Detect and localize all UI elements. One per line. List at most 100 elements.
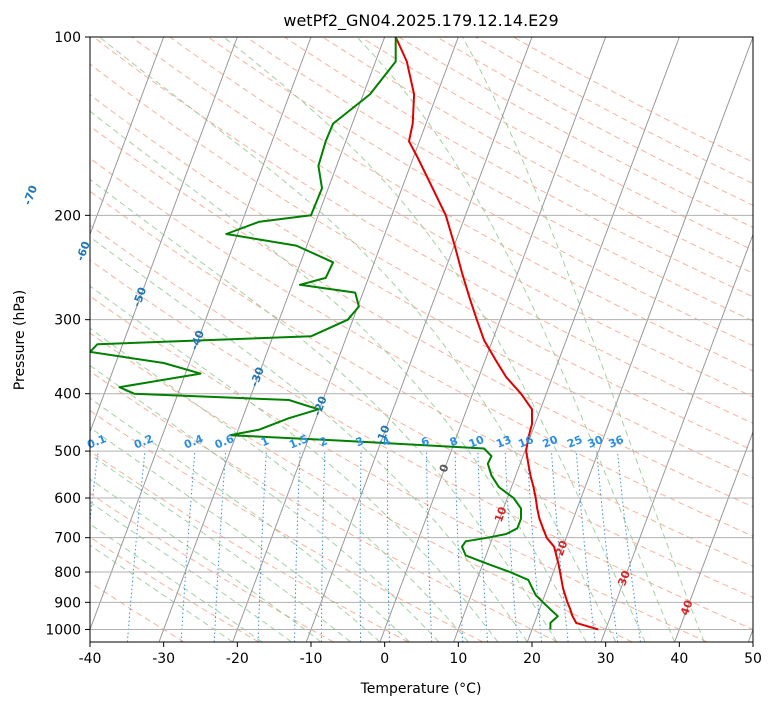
mixing-ratio-label: 2 xyxy=(318,434,330,449)
mixing-ratio-label: 10 xyxy=(467,433,486,451)
dry-adiabat xyxy=(398,37,753,229)
mixing-ratio-label: 25 xyxy=(565,433,584,451)
dry-adiabat xyxy=(90,370,558,642)
isotherm xyxy=(747,628,753,642)
mixing-ratio-label: 0.1 xyxy=(85,432,108,451)
y-tick-label: 500 xyxy=(54,444,81,460)
x-tick-label: 0 xyxy=(380,651,389,667)
y-tick-label: 400 xyxy=(54,387,81,403)
isotherm xyxy=(158,37,386,642)
grid-lines xyxy=(90,37,753,630)
dry-adiabat xyxy=(90,125,753,508)
dry-adiabat xyxy=(284,37,753,298)
mixing-ratio-line xyxy=(477,451,489,642)
moist-adiabat xyxy=(90,453,351,642)
moist-adiabat xyxy=(90,236,528,642)
y-tick-label: 700 xyxy=(54,531,81,547)
x-tick-label: 50 xyxy=(744,651,762,667)
dry-adiabat xyxy=(90,190,753,567)
y-tick-label: 600 xyxy=(54,491,81,507)
mixing-ratio-line xyxy=(126,451,146,642)
isotherm-label: 10 xyxy=(492,505,510,524)
dry-adiabat xyxy=(360,37,753,251)
mixing-ratio-label: 16 xyxy=(516,433,535,451)
mixing-ratio-line xyxy=(359,451,362,642)
isotherm-label: -40 xyxy=(188,328,207,351)
mixing-ratio-label: 13 xyxy=(494,433,513,451)
dewpoint-line xyxy=(90,37,559,630)
isotherm-label: 30 xyxy=(615,568,633,587)
dry-adiabat xyxy=(90,224,753,598)
moist-adiabat xyxy=(461,37,705,642)
dry-adiabat xyxy=(90,450,409,642)
y-tick-label: 300 xyxy=(54,313,81,329)
isotherm xyxy=(600,233,753,642)
moist-adiabat xyxy=(90,544,233,642)
isotherm-label: -50 xyxy=(130,285,149,308)
moist-adiabat xyxy=(90,397,410,642)
isotherm xyxy=(379,37,607,642)
isotherm-label: -30 xyxy=(248,365,267,388)
isotherm xyxy=(526,37,753,642)
dry-adiabat xyxy=(513,37,753,163)
mixing-ratio-line xyxy=(320,451,326,642)
dry-adiabat xyxy=(207,37,753,347)
mixing-ratio-line xyxy=(90,451,99,526)
isotherm xyxy=(232,37,459,642)
y-tick-label: 100 xyxy=(54,30,81,46)
moist-adiabat xyxy=(90,478,322,642)
y-tick-label: 1000 xyxy=(45,622,81,638)
mixing-ratio-label: 4 xyxy=(380,434,392,449)
mixing-ratio-line xyxy=(616,451,641,642)
moist-adiabat xyxy=(90,501,292,642)
mixing-ratio-label: 36 xyxy=(607,433,626,451)
moist-adiabat xyxy=(90,327,469,642)
dry-adiabat xyxy=(90,332,633,642)
temperature-line xyxy=(394,37,599,631)
mixing-ratio-label: 6 xyxy=(419,434,431,449)
mixing-ratio-label: 8 xyxy=(448,434,460,449)
dry-adiabat xyxy=(322,37,753,274)
moist-adiabat xyxy=(90,426,381,642)
x-tick-label: 20 xyxy=(523,651,541,667)
x-tick-label: 10 xyxy=(449,651,467,667)
x-tick-label: 30 xyxy=(597,651,615,667)
mixing-ratio-label: 0.2 xyxy=(132,432,155,451)
mixing-ratio-label: 3 xyxy=(354,434,366,449)
dry-adiabat xyxy=(90,94,753,479)
mixing-ratio-label: 20 xyxy=(541,433,560,451)
mixing-ratio-line xyxy=(387,451,390,642)
dry-adiabat xyxy=(245,37,753,322)
dry-adiabat xyxy=(90,536,260,642)
isotherm xyxy=(305,37,533,642)
plot-frame xyxy=(89,36,754,643)
dry-adiabat xyxy=(90,295,708,642)
mixing-ratio-label: 1.5 xyxy=(287,432,310,451)
mixing-ratio-label: 1 xyxy=(259,434,271,449)
x-tick-label: -40 xyxy=(79,651,102,667)
dry-adiabat xyxy=(90,492,334,642)
moist-adiabat xyxy=(90,523,263,642)
axes: -40 -30 -20 -10 0 10 20 30 40 5010020030040050060… xyxy=(45,30,762,667)
x-axis-label: Temperature (°C) xyxy=(360,681,482,697)
y-tick-label: 200 xyxy=(54,208,81,224)
moist-adiabat xyxy=(99,37,617,642)
dry-adiabat xyxy=(436,37,753,206)
dry-adiabat xyxy=(131,37,753,398)
mixing-ratio-line xyxy=(575,451,596,642)
x-tick-label: -10 xyxy=(300,651,323,667)
mixing-ratio-label: 30 xyxy=(586,433,605,451)
moist-adiabat xyxy=(90,110,587,642)
chart-title: wetPf2_GN04.2025.179.12.14.E29 xyxy=(283,11,558,31)
y-tick-label: 800 xyxy=(54,565,81,581)
background-lines xyxy=(90,37,753,642)
isotherm-label: -70 xyxy=(21,183,40,206)
x-tick-label: -20 xyxy=(226,651,249,667)
dry-adiabat xyxy=(474,37,753,185)
isotherm-label: 0 xyxy=(437,462,452,474)
profiles xyxy=(90,37,599,631)
isotherm xyxy=(453,37,680,642)
x-tick-label: 40 xyxy=(670,651,688,667)
moist-adiabat xyxy=(90,178,558,642)
